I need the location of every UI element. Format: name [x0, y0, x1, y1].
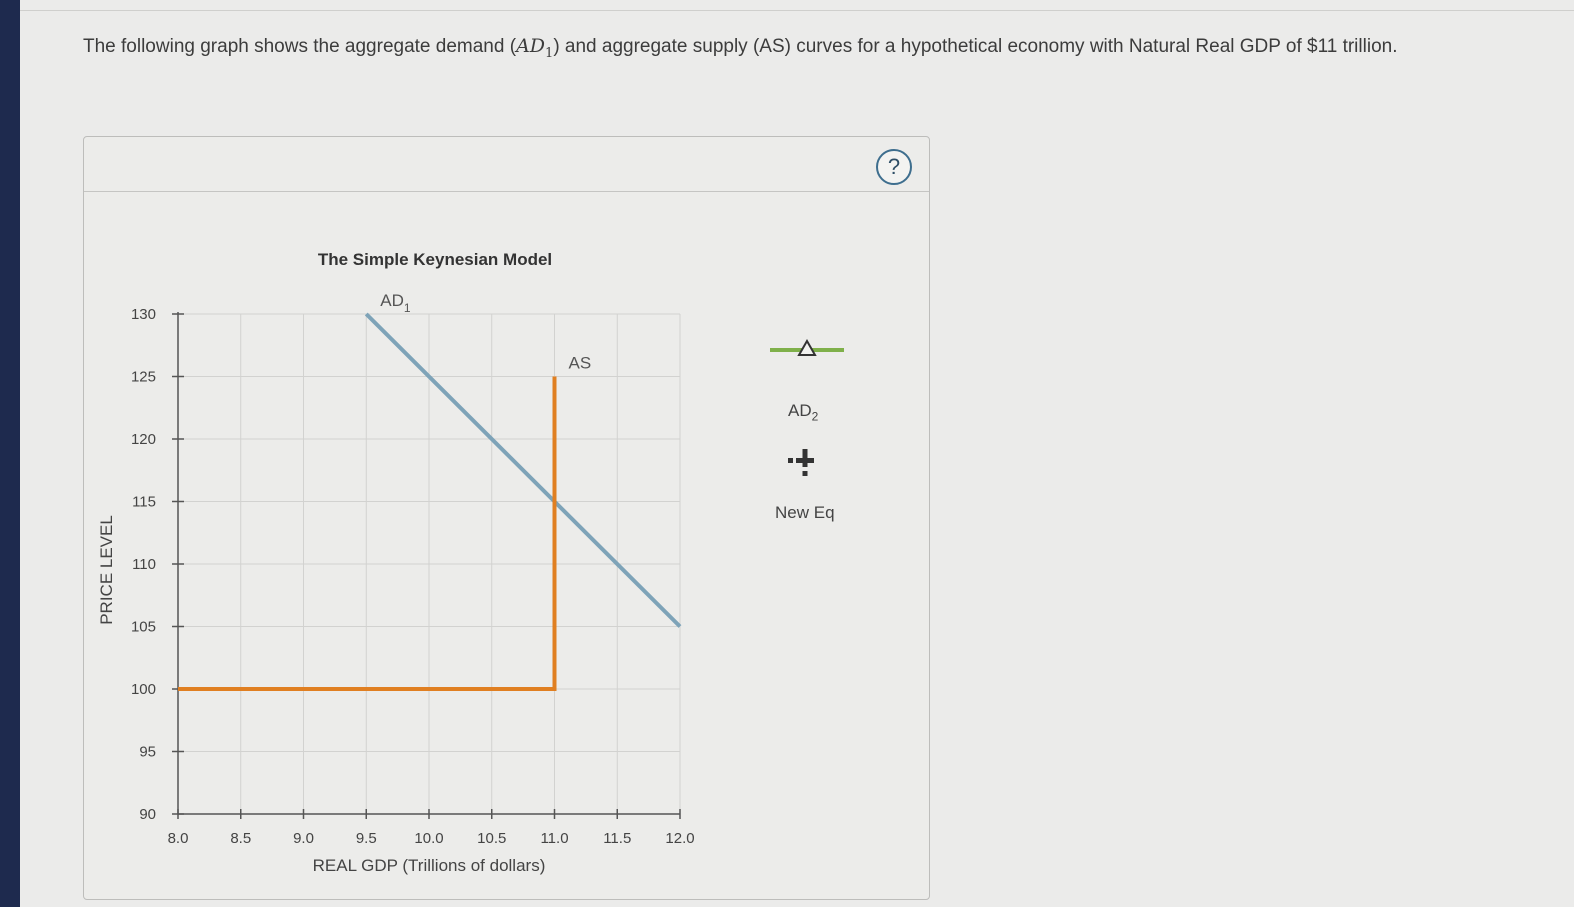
question-math-sub: 1: [545, 45, 554, 61]
chart-labels: 8.0 8.5 9.0 9.5 10.0 10.5 11.0 11.5 12.0 90 95 100 1…: [97, 250, 695, 875]
x-tick-label: 9.0: [293, 830, 314, 847]
help-button[interactable]: ?: [876, 149, 912, 185]
y-tick-label: 95: [139, 744, 156, 761]
ad2-label-sub: 2: [811, 409, 819, 424]
top-divider: [20, 10, 1574, 11]
left-nav-bar: [0, 0, 20, 907]
x-tick-label: 8.5: [230, 830, 251, 847]
chart-grid: [177, 313, 681, 815]
y-axis-label: PRICE LEVEL: [97, 515, 116, 625]
new-eq-legend-tool[interactable]: [784, 445, 824, 479]
x-tick-label: 10.0: [414, 830, 443, 847]
graph-panel-header: [84, 137, 929, 192]
x-tick-label: 11.0: [540, 830, 568, 847]
x-tick-label: 8.0: [168, 830, 189, 847]
new-eq-legend-label: New Eq: [775, 503, 835, 522]
chart-title: The Simple Keynesian Model: [318, 250, 552, 269]
y-tick-label: 120: [131, 431, 156, 448]
y-tick-label: 100: [131, 681, 156, 698]
y-tick-label: 125: [131, 369, 156, 386]
y-tick-label: 90: [139, 806, 156, 823]
x-tick-label: 11.5: [603, 830, 631, 847]
y-tick-label: 130: [131, 306, 156, 323]
chart-axes: [172, 312, 681, 819]
ad1-curve-label-main: AD: [380, 291, 404, 310]
question-text: The following graph shows the aggregate …: [83, 30, 1513, 70]
x-tick-label: 12.0: [665, 830, 694, 847]
x-tick-label: 10.5: [477, 830, 506, 847]
y-tick-label: 115: [132, 494, 156, 511]
plus-icon: [788, 449, 814, 476]
series-line-as[interactable]: [178, 376, 557, 691]
series-line-ad1[interactable]: [364, 312, 682, 628]
question-part-2: ) and aggregate supply (AS) curves for a…: [553, 36, 1398, 57]
ad1-curve-label: AD1: [380, 291, 411, 315]
y-tick-label: 110: [132, 556, 156, 573]
question-math-main: AD: [516, 35, 546, 57]
ad2-legend-tool[interactable]: [768, 335, 848, 365]
chart-series[interactable]: [178, 312, 682, 691]
x-axis-label: REAL GDP (Trillions of dollars): [313, 856, 546, 875]
ad1-curve-label-sub: 1: [404, 301, 411, 315]
x-tick-label: 9.5: [356, 830, 377, 847]
as-curve-label: AS: [569, 354, 592, 373]
y-tick-label: 105: [131, 619, 156, 636]
chart-area: 8.0 8.5 9.0 9.5 10.0 10.5 11.0 11.5 12.0 90 95 100 1…: [97, 250, 695, 875]
ad2-label-main: AD: [788, 401, 812, 420]
question-math-ad1: AD1: [516, 35, 553, 61]
ad2-legend-label: AD2: [788, 401, 818, 423]
triangle-icon: [770, 338, 844, 356]
graph-panel: ? 8.0 8.5 9.0 9.5 10.0 10.5 11.0 11.5 12.0 90 95 10…: [83, 136, 930, 900]
question-part-1: The following graph shows the aggregate …: [83, 36, 517, 57]
